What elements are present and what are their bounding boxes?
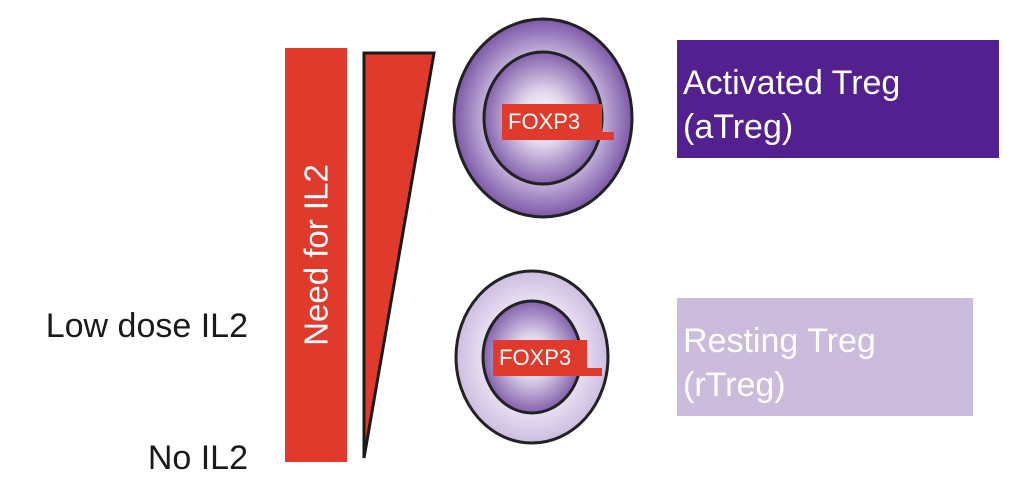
activated-treg-box: Activated Treg (aTreg) — [677, 40, 999, 158]
need-for-il2-bar: Need for IL2 — [285, 48, 347, 462]
activated-foxp3-marker: FOXP3 — [502, 104, 602, 140]
resting-foxp3-marker: FOXP3 — [493, 340, 587, 376]
activated-foxp3-tail — [602, 132, 614, 140]
low-dose-il2-label: Low dose IL2 — [45, 307, 248, 345]
resting-treg-title: Resting Treg — [683, 322, 876, 360]
resting-foxp3-tail — [587, 368, 602, 376]
resting-foxp3-label: FOXP3 — [499, 345, 572, 370]
need-for-il2-label: Need for IL2 — [297, 164, 335, 346]
resting-treg-box: Resting Treg (rTreg) — [677, 298, 973, 416]
activated-foxp3-label: FOXP3 — [508, 109, 581, 134]
activated-treg-cell: FOXP3 — [451, 16, 635, 220]
no-il2-label: No IL2 — [147, 439, 248, 477]
resting-treg-cell: FOXP3 — [453, 268, 611, 446]
activated-treg-abbrev: (aTreg) — [683, 107, 794, 146]
resting-treg-abbrev: (rTreg) — [683, 365, 786, 404]
activated-treg-title: Activated Treg — [683, 64, 901, 102]
il2-gradient-wedge — [362, 51, 436, 459]
